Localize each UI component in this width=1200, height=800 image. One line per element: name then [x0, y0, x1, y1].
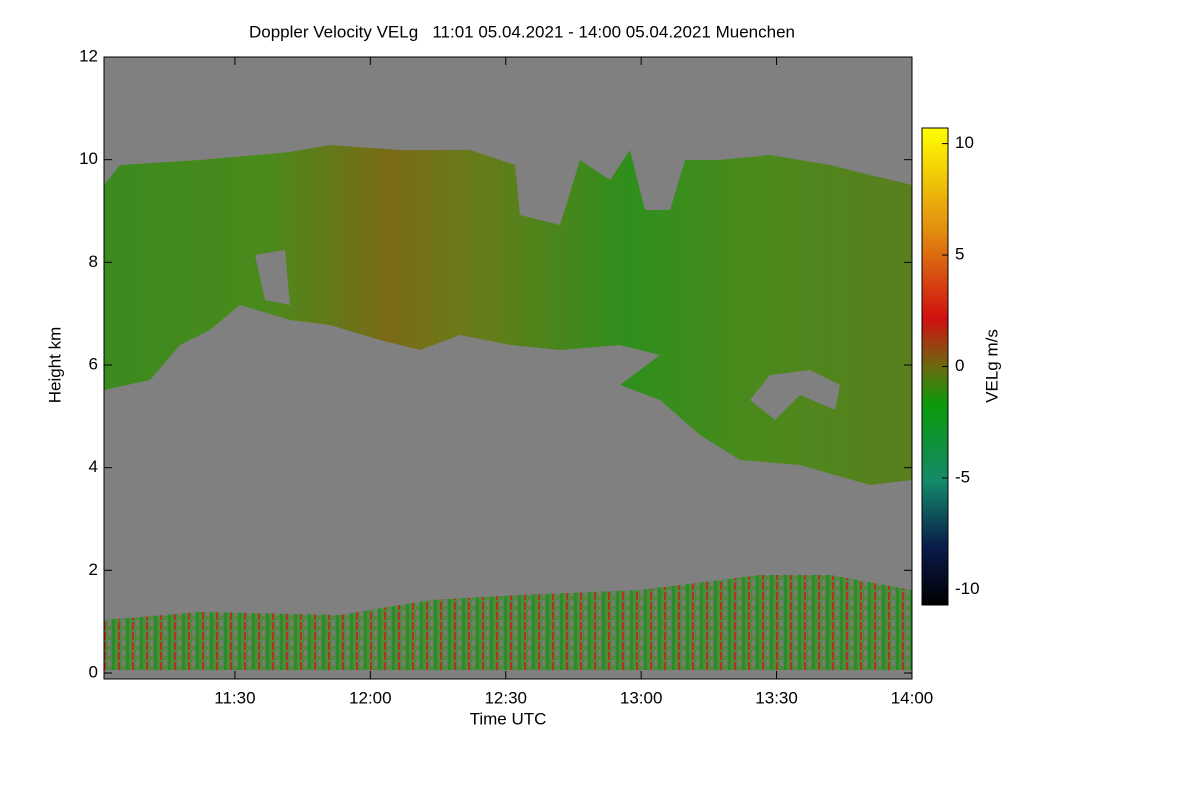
colorbar-tick-label: 5	[955, 245, 964, 264]
velocity-field	[104, 575, 912, 670]
x-tick-label: 12:00	[349, 688, 392, 707]
velocity-field	[104, 145, 912, 485]
chart-title: Doppler Velocity VELg 11:01 05.04.2021 -…	[249, 22, 795, 41]
y-axis-label: Height km	[45, 327, 64, 404]
colorbar-tick-label: -10	[955, 579, 980, 598]
y-tick-label: 0	[89, 662, 98, 681]
plot-frame	[103, 56, 913, 680]
velocity-gap	[255, 250, 290, 305]
x-tick-label: 14:00	[891, 688, 934, 707]
colorbar-tick-label: 0	[955, 356, 964, 375]
x-tick-label: 13:30	[755, 688, 798, 707]
y-tick-label: 8	[89, 252, 98, 271]
colorbar-tick-label: 10	[955, 133, 974, 152]
y-tick-label: 12	[79, 46, 98, 65]
velocity-gap	[750, 370, 840, 420]
x-tick-label: 11:30	[214, 688, 255, 707]
y-tick-label: 4	[89, 457, 98, 476]
x-tick-label: 13:00	[620, 688, 663, 707]
y-tick-label: 2	[89, 560, 98, 579]
colorbar-tick-label: -5	[955, 467, 970, 486]
colorbar-label: VELg m/s	[982, 329, 1001, 403]
x-tick-label: 12:30	[484, 688, 527, 707]
y-tick-label: 10	[79, 149, 98, 168]
y-tick-label: 6	[89, 354, 98, 373]
x-axis-label: Time UTC	[470, 709, 547, 728]
